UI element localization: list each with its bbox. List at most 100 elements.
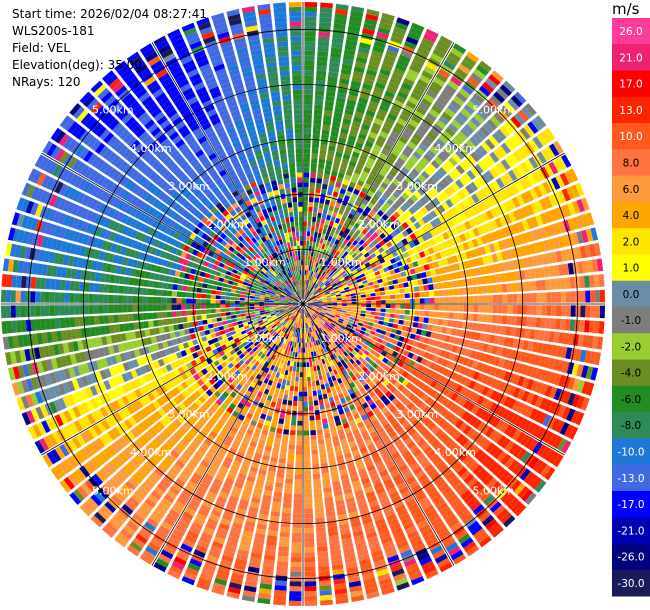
- velocity-gate: [419, 298, 425, 304]
- velocity-gate: [340, 73, 351, 80]
- velocity-gate: [429, 389, 438, 398]
- velocity-gate: [444, 335, 451, 343]
- velocity-gate: [401, 325, 408, 332]
- velocity-gate: [486, 119, 498, 131]
- velocity-gate: [446, 209, 455, 218]
- velocity-gate: [451, 153, 462, 163]
- velocity-gate: [354, 338, 360, 344]
- velocity-gate: [382, 95, 394, 104]
- velocity-gate: [336, 296, 342, 299]
- velocity-gate: [422, 323, 428, 330]
- velocity-gate: [391, 72, 403, 81]
- velocity-gate: [522, 340, 529, 351]
- velocity-gate: [406, 197, 415, 206]
- velocity-gate: [463, 339, 470, 348]
- velocity-gate: [585, 366, 594, 380]
- velocity-gate: [481, 386, 490, 396]
- velocity-gate: [276, 565, 288, 572]
- velocity-gate: [477, 286, 483, 294]
- velocity-gate: [332, 255, 338, 261]
- velocity-gate: [538, 183, 548, 196]
- velocity-gate: [366, 325, 373, 330]
- velocity-gate: [469, 96, 482, 108]
- velocity-gate: [322, 306, 328, 308]
- velocity-gate: [288, 395, 293, 401]
- velocity-gate: [420, 329, 427, 337]
- velocity-gate: [322, 477, 331, 484]
- velocity-gate: [327, 276, 332, 282]
- velocity-gate: [307, 226, 311, 232]
- velocity-gate: [327, 235, 333, 242]
- velocity-gate: [328, 145, 336, 152]
- velocity-gate: [317, 287, 322, 292]
- velocity-gate: [434, 297, 440, 304]
- velocity-gate: [374, 342, 381, 348]
- velocity-gate: [370, 311, 376, 316]
- velocity-gate: [362, 279, 368, 285]
- velocity-gate: [325, 256, 330, 262]
- velocity-gate: [359, 92, 370, 100]
- velocity-gate: [385, 304, 391, 309]
- velocity-gate: [332, 249, 338, 255]
- velocity-gate: [343, 251, 349, 257]
- velocity-gate: [400, 299, 406, 304]
- velocity-gate: [308, 291, 312, 297]
- velocity-gate: [484, 138, 496, 150]
- velocity-gate: [356, 163, 364, 171]
- velocity-gate: [499, 381, 508, 393]
- velocity-gate: [434, 268, 441, 275]
- velocity-gate: [313, 283, 318, 289]
- velocity-gate: [294, 484, 303, 490]
- velocity-gate: [385, 271, 391, 277]
- velocity-gate: [393, 68, 405, 77]
- velocity-gate: [312, 459, 319, 465]
- velocity-gate: [363, 271, 370, 276]
- velocity-gate: [421, 343, 428, 351]
- velocity-gate: [442, 88, 454, 99]
- velocity-gate: [489, 366, 498, 377]
- velocity-gate: [403, 201, 412, 209]
- velocity-gate: [332, 304, 338, 306]
- velocity-gate: [380, 194, 389, 202]
- velocity-gate: [349, 237, 355, 244]
- velocity-gate: [310, 231, 315, 237]
- velocity-gate: [366, 265, 373, 271]
- velocity-gate: [439, 297, 445, 304]
- velocity-gate: [476, 323, 483, 332]
- velocity-gate: [304, 600, 318, 606]
- velocity-gate: [536, 292, 542, 303]
- velocity-gate: [331, 307, 337, 310]
- velocity-gate: [336, 307, 342, 310]
- velocity-gate: [327, 263, 332, 269]
- velocity-gate: [303, 445, 310, 451]
- velocity-gate: [411, 114, 422, 124]
- velocity-gate: [346, 139, 355, 147]
- velocity-gate: [463, 55, 477, 67]
- velocity-gate: [311, 297, 317, 300]
- velocity-gate: [412, 150, 422, 160]
- velocity-gate: [348, 160, 357, 168]
- velocity-gate: [294, 479, 303, 485]
- velocity-gate: [383, 143, 393, 152]
- velocity-gate: [352, 261, 358, 267]
- velocity-gate: [423, 284, 429, 291]
- velocity-gate: [486, 98, 499, 111]
- velocity-gate: [521, 206, 530, 218]
- velocity-gate: [303, 367, 307, 373]
- velocity-gate: [377, 324, 383, 330]
- velocity-gate: [316, 297, 322, 300]
- velocity-gate: [331, 126, 340, 133]
- velocity-gate: [387, 253, 394, 260]
- velocity-gate: [286, 468, 294, 475]
- velocity-gate: [320, 218, 326, 224]
- velocity-gate: [281, 512, 291, 518]
- velocity-gate: [517, 221, 525, 233]
- velocity-gate: [366, 278, 373, 283]
- velocity-gate: [524, 352, 532, 364]
- velocity-gate: [304, 294, 307, 300]
- velocity-gate: [318, 288, 323, 293]
- velocity-gate: [484, 265, 491, 275]
- velocity-gate: [451, 255, 458, 263]
- velocity-gate: [382, 244, 389, 251]
- velocity-gate: [421, 225, 430, 233]
